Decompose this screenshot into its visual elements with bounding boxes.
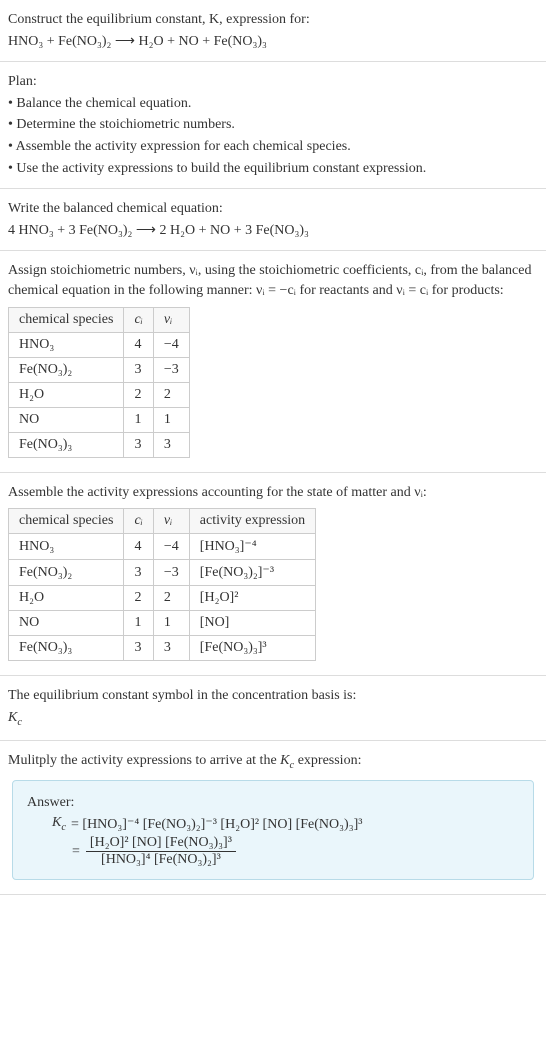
cell-species: NO [9, 611, 124, 636]
plan-bullet-2: • Determine the stoichiometric numbers. [8, 115, 538, 135]
section-multiply: Mulitply the activity expressions to arr… [0, 741, 546, 895]
cell-v: 3 [153, 432, 189, 457]
answer-row-2: = [H₂O]² [NO] [Fe(NO₃)₃]³ [HNO₃]⁴ [Fe(NO… [51, 834, 363, 869]
answer-box: Answer: Kc = [HNO₃]⁻⁴ [Fe(NO₃)₂]⁻³ [H₂O]… [12, 780, 534, 880]
table-row: Fe(NO₃)₂ 3 −3 [9, 357, 190, 382]
multiply-intro: Mulitply the activity expressions to arr… [8, 751, 538, 773]
plan-bullet-1: • Balance the chemical equation. [8, 94, 538, 114]
cell-species: H₂O [9, 586, 124, 611]
activity-intro: Assemble the activity expressions accoun… [8, 483, 538, 503]
section-activity: Assemble the activity expressions accoun… [0, 473, 546, 677]
cell-species: HNO₃ [9, 534, 124, 560]
section-balanced: Write the balanced chemical equation: 4 … [0, 189, 546, 251]
table-row: Fe(NO₃)₂ 3 −3 [Fe(NO₃)₂]⁻³ [9, 560, 316, 586]
col-species: chemical species [9, 307, 124, 332]
cell-c: 4 [124, 534, 153, 560]
balanced-intro: Write the balanced chemical equation: [8, 199, 538, 219]
balanced-equation: 4 HNO₃ + 3 Fe(NO₃)₂ ⟶ 2 H₂O + NO + 3 Fe(… [8, 221, 538, 241]
col-species: chemical species [9, 509, 124, 534]
eq-line1: = [HNO₃]⁻⁴ [Fe(NO₃)₂]⁻³ [H₂O]² [NO] [Fe(… [70, 814, 363, 834]
ci-label: cᵢ [134, 312, 142, 327]
plan-title: Plan: [8, 72, 538, 92]
cell-v: 2 [153, 586, 189, 611]
cell-c: 3 [124, 636, 153, 661]
cell-v: 1 [153, 611, 189, 636]
cell-c: 1 [124, 407, 153, 432]
col-activity: activity expression [189, 509, 315, 534]
kc-symbol-line1: The equilibrium constant symbol in the c… [8, 686, 538, 706]
cell-c: 3 [124, 560, 153, 586]
col-vi: νᵢ [153, 509, 189, 534]
col-vi: νᵢ [153, 307, 189, 332]
cell-v: 2 [153, 382, 189, 407]
col-ci: cᵢ [124, 509, 153, 534]
section-plan: Plan: • Balance the chemical equation. •… [0, 62, 546, 189]
cell-v: 3 [153, 636, 189, 661]
kc-symbol-line2: Kc [8, 708, 538, 730]
plan-bullet-4: • Use the activity expressions to build … [8, 159, 538, 179]
plan-bullet-3: • Assemble the activity expression for e… [8, 137, 538, 157]
cell-activity: [HNO₃]⁻⁴ [189, 534, 315, 560]
cell-v: −3 [153, 560, 189, 586]
table-row: H₂O 2 2 [H₂O]² [9, 586, 316, 611]
cell-v: 1 [153, 407, 189, 432]
table-row: NO 1 1 [9, 407, 190, 432]
vi-label: νᵢ [164, 513, 172, 528]
section-stoich: Assign stoichiometric numbers, νᵢ, using… [0, 251, 546, 472]
cell-activity: [Fe(NO₃)₃]³ [189, 636, 315, 661]
cell-c: 1 [124, 611, 153, 636]
cell-c: 3 [124, 432, 153, 457]
cell-v: −4 [153, 534, 189, 560]
cell-v: −3 [153, 357, 189, 382]
text: Construct the equilibrium constant, K, e… [8, 12, 310, 27]
cell-v: −4 [153, 332, 189, 357]
fraction-denominator: [HNO₃]⁴ [Fe(NO₃)₂]³ [86, 852, 236, 869]
cell-c: 2 [124, 586, 153, 611]
table-row: Fe(NO₃)₃ 3 3 [Fe(NO₃)₃]³ [9, 636, 316, 661]
ci-label: cᵢ [134, 513, 142, 528]
kc-lhs: Kc [51, 814, 70, 834]
construct-line-1: Construct the equilibrium constant, K, e… [8, 10, 538, 30]
cell-activity: [Fe(NO₃)₂]⁻³ [189, 560, 315, 586]
fraction-table: = [H₂O]² [NO] [Fe(NO₃)₃]³ [HNO₃]⁴ [Fe(NO… [71, 835, 236, 868]
cell-species: H₂O [9, 382, 124, 407]
construct-equation: HNO₃ + Fe(NO₃)₂ ⟶ H₂O + NO + Fe(NO₃)₃ [8, 32, 538, 52]
cell-species: Fe(NO₃)₃ [9, 636, 124, 661]
equation-text: HNO₃ + Fe(NO₃)₂ ⟶ H₂O + NO + Fe(NO₃)₃ [8, 34, 267, 49]
empty-cell [51, 834, 70, 869]
section-kc-symbol: The equilibrium constant symbol in the c… [0, 676, 546, 741]
cell-species: NO [9, 407, 124, 432]
answer-eq-table: Kc = [HNO₃]⁻⁴ [Fe(NO₃)₂]⁻³ [H₂O]² [NO] [… [51, 814, 363, 869]
table-header-row: chemical species cᵢ νᵢ [9, 307, 190, 332]
vi-label: νᵢ [164, 312, 172, 327]
activity-table: chemical species cᵢ νᵢ activity expressi… [8, 508, 316, 661]
kc-label: Kc [8, 710, 22, 725]
cell-species: HNO₃ [9, 332, 124, 357]
cell-activity: [NO] [189, 611, 315, 636]
answer-title: Answer: [27, 793, 519, 813]
cell-species: Fe(NO₃)₂ [9, 560, 124, 586]
cell-c: 4 [124, 332, 153, 357]
table-row: HNO₃ 4 −4 [9, 332, 190, 357]
col-ci: cᵢ [124, 307, 153, 332]
equals-sign: = [71, 835, 86, 868]
table-row: H₂O 2 2 [9, 382, 190, 407]
cell-activity: [H₂O]² [189, 586, 315, 611]
section-construct: Construct the equilibrium constant, K, e… [0, 0, 546, 62]
answer-equation: Kc = [HNO₃]⁻⁴ [Fe(NO₃)₂]⁻³ [H₂O]² [NO] [… [27, 814, 519, 869]
stoich-table: chemical species cᵢ νᵢ HNO₃ 4 −4 Fe(NO₃)… [8, 307, 190, 458]
cell-species: Fe(NO₃)₂ [9, 357, 124, 382]
eq-fraction: = [H₂O]² [NO] [Fe(NO₃)₃]³ [HNO₃]⁴ [Fe(NO… [70, 834, 363, 869]
table-header-row: chemical species cᵢ νᵢ activity expressi… [9, 509, 316, 534]
table-row: Fe(NO₃)₃ 3 3 [9, 432, 190, 457]
cell-c: 2 [124, 382, 153, 407]
table-row: NO 1 1 [NO] [9, 611, 316, 636]
fraction-numerator: [H₂O]² [NO] [Fe(NO₃)₃]³ [86, 835, 236, 852]
table-row: HNO₃ 4 −4 [HNO₃]⁻⁴ [9, 534, 316, 560]
cell-species: Fe(NO₃)₃ [9, 432, 124, 457]
answer-row-1: Kc = [HNO₃]⁻⁴ [Fe(NO₃)₂]⁻³ [H₂O]² [NO] [… [51, 814, 363, 834]
stoich-intro: Assign stoichiometric numbers, νᵢ, using… [8, 261, 538, 300]
cell-c: 3 [124, 357, 153, 382]
